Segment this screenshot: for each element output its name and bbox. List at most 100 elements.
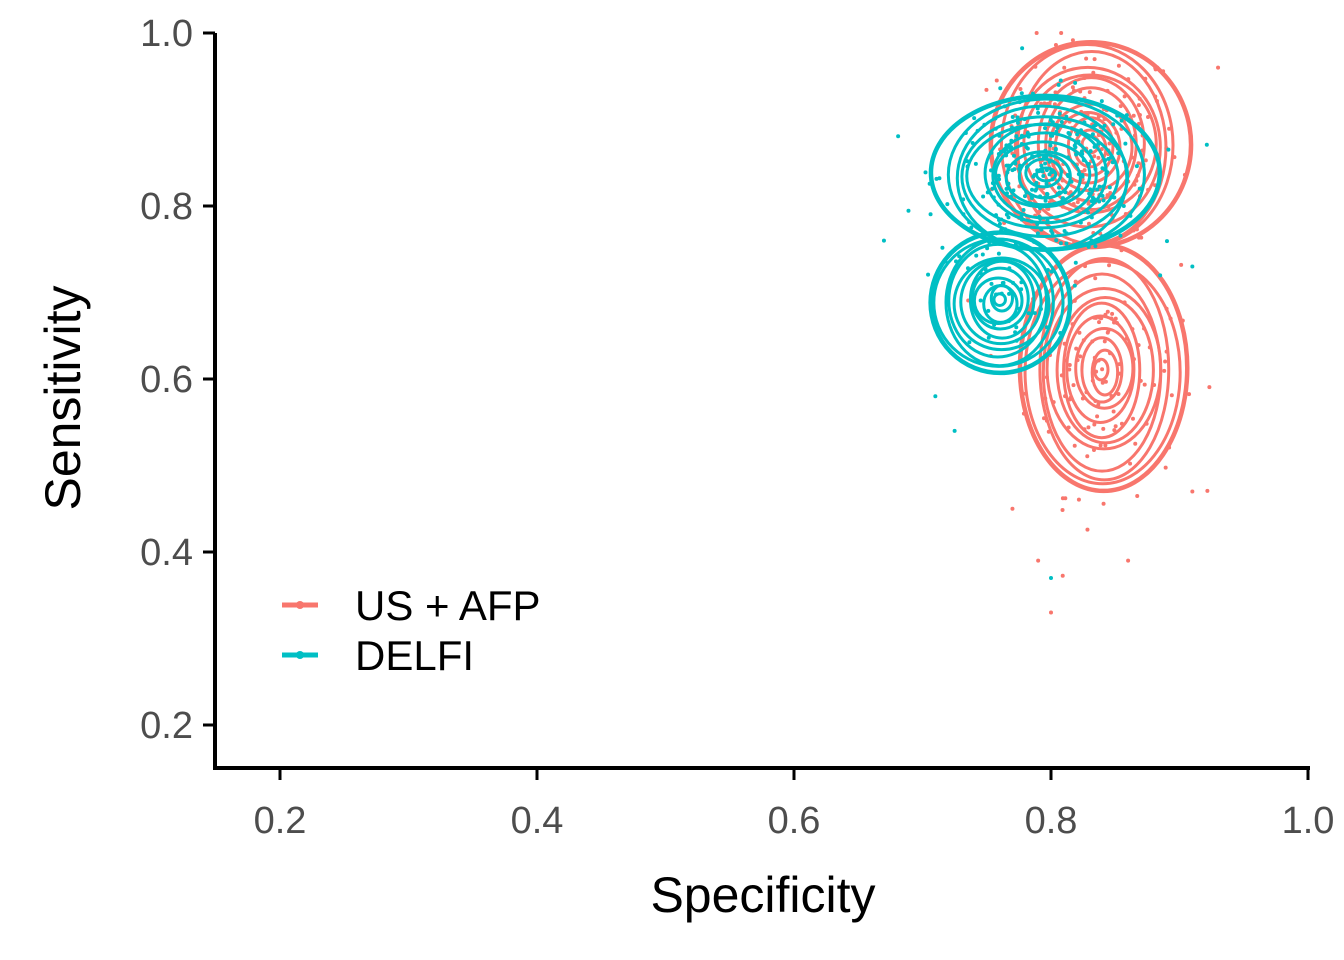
us-afp-point — [994, 78, 999, 83]
delfi-point — [978, 271, 983, 276]
us-afp-point — [1085, 454, 1090, 459]
delfi-point — [1019, 141, 1024, 146]
delfi-point — [1064, 114, 1069, 119]
delfi-point — [1039, 163, 1044, 168]
delfi-point — [1029, 219, 1034, 224]
us-afp-point — [1096, 133, 1101, 138]
delfi-point — [930, 297, 935, 302]
us-afp-contour-1-7 — [1055, 295, 1155, 445]
delfi-point — [991, 195, 996, 200]
us-afp-point — [1169, 393, 1174, 398]
us-afp-point — [1096, 358, 1101, 363]
us-afp-point — [1144, 421, 1149, 426]
us-afp-point — [1105, 88, 1110, 93]
delfi-point — [1053, 123, 1058, 128]
us-afp-point — [1098, 443, 1103, 448]
us-afp-point — [1128, 461, 1133, 466]
delfi-point — [1048, 143, 1053, 148]
us-afp-point — [1109, 316, 1114, 321]
us-afp-point — [1051, 163, 1056, 168]
us-afp-point — [1107, 141, 1112, 146]
us-afp-point — [1143, 76, 1148, 81]
y-tick-label: 0.8 — [140, 186, 193, 228]
delfi-point — [930, 311, 935, 316]
delfi-point — [1041, 173, 1046, 178]
delfi-point — [1006, 163, 1011, 168]
us-afp-point — [1112, 428, 1117, 433]
delfi-point — [999, 149, 1004, 154]
delfi-point — [1096, 141, 1101, 146]
delfi-point — [1013, 161, 1018, 166]
delfi-point — [1047, 159, 1052, 164]
us-afp-point — [1108, 351, 1113, 356]
delfi-point — [1166, 147, 1171, 152]
delfi-point — [1111, 122, 1116, 127]
delfi-point — [896, 134, 901, 139]
delfi-point — [927, 181, 932, 186]
us-afp-point — [1116, 63, 1121, 68]
us-afp-point — [1092, 315, 1097, 320]
delfi-point — [1050, 120, 1055, 125]
delfi-point — [1204, 142, 1209, 147]
delfi-point — [1024, 145, 1029, 150]
us-afp-point — [1117, 371, 1122, 376]
us-afp-contour-0-7 — [1036, 76, 1146, 212]
delfi-point — [961, 117, 966, 122]
us-afp-point — [1086, 425, 1091, 430]
delfi-point — [1058, 331, 1063, 336]
delfi-point — [1034, 180, 1039, 185]
delfi-point — [1047, 172, 1052, 177]
delfi-point — [1059, 119, 1064, 124]
us-afp-point — [1164, 349, 1169, 354]
us-afp-point — [1091, 448, 1096, 453]
us-afp-point — [1043, 396, 1048, 401]
us-afp-point — [1067, 363, 1072, 368]
us-afp-point — [1042, 101, 1047, 106]
us-afp-point — [1051, 400, 1056, 405]
delfi-point — [1062, 228, 1067, 233]
us-afp-point — [1068, 395, 1073, 400]
us-afp-point — [1105, 309, 1110, 314]
axes: 0.2 0.4 0.6 0.8 1.0 0.2 0.4 0.6 0.8 1.0 — [140, 13, 1334, 842]
delfi-contour-1-8 — [952, 256, 1051, 352]
us-afp-point — [1153, 65, 1158, 70]
us-afp-point — [1142, 382, 1147, 387]
delfi-point — [1037, 214, 1042, 219]
us-afp-point — [1091, 70, 1096, 75]
us-afp-point — [1059, 31, 1064, 35]
delfi-point — [1092, 197, 1097, 202]
delfi-point — [1112, 195, 1117, 200]
us-afp-point — [1101, 501, 1106, 506]
us-afp-point — [1162, 368, 1167, 373]
x-tick-label: 0.2 — [254, 800, 307, 842]
delfi-point — [1053, 147, 1058, 152]
us-afp-point — [1137, 113, 1142, 118]
delfi-point — [1043, 126, 1048, 131]
delfi-point — [1010, 115, 1015, 120]
delfi-point — [1007, 291, 1012, 296]
delfi-point — [1072, 283, 1077, 288]
delfi-point — [1086, 161, 1091, 166]
delfi-point — [1042, 195, 1047, 200]
us-afp-point — [1063, 496, 1068, 501]
us-afp-point — [1205, 488, 1210, 493]
x-tick-label: 0.8 — [1025, 800, 1078, 842]
us-afp-point — [1161, 69, 1166, 74]
us-afp-point — [1126, 558, 1131, 563]
delfi-point — [1049, 228, 1054, 233]
delfi-point — [1006, 215, 1011, 220]
delfi-point — [1093, 166, 1098, 171]
us-afp-point — [1163, 465, 1168, 470]
us-afp-point — [1044, 418, 1049, 423]
us-afp-point — [1086, 221, 1091, 226]
delfi-point — [985, 246, 990, 251]
us-afp-point — [1207, 385, 1212, 390]
y-tick-label: 0.2 — [140, 705, 193, 747]
us-afp-point — [1021, 411, 1026, 416]
us-afp-point — [1107, 263, 1112, 268]
us-afp-point — [1044, 375, 1049, 380]
delfi-point — [1088, 187, 1093, 192]
delfi-point — [1035, 231, 1040, 236]
us-afp-point — [1095, 414, 1100, 419]
us-afp-point — [1070, 38, 1075, 43]
